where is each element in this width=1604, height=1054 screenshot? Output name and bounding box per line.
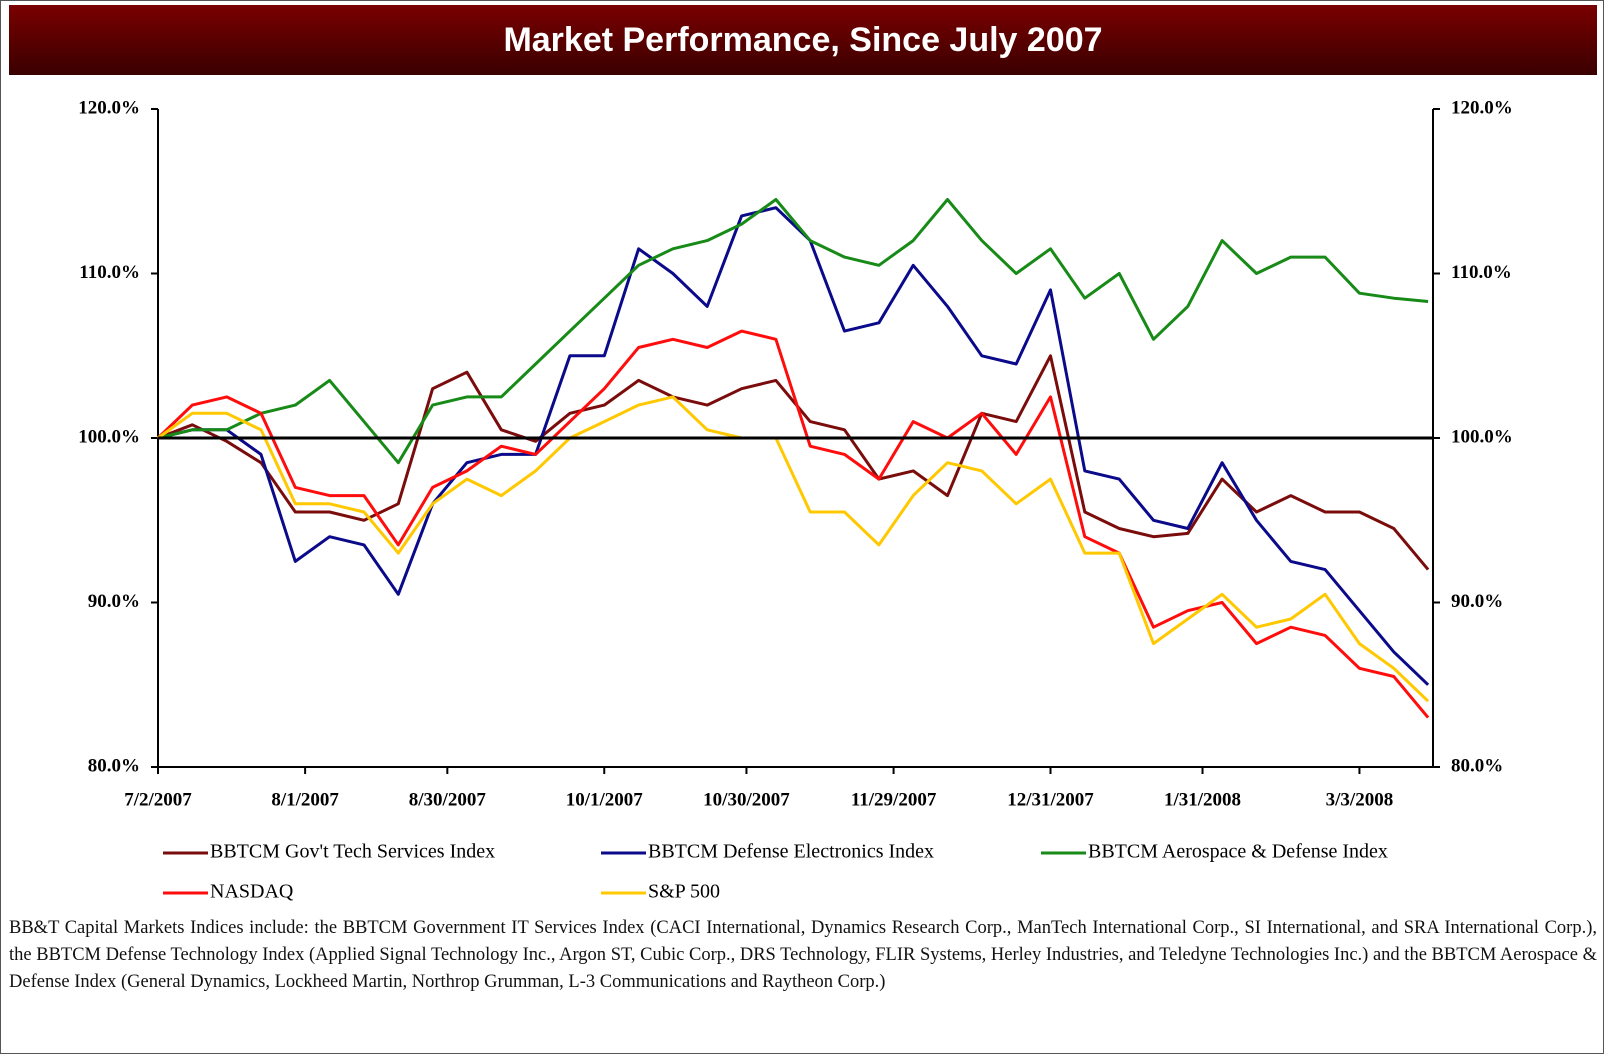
x-tick-label: 7/2/2007 [124, 789, 192, 810]
x-tick-label: 12/31/2007 [1007, 789, 1094, 810]
legend-label: BBTCM Aerospace & Defense Index [1088, 841, 1388, 863]
x-tick-label: 8/30/2007 [409, 789, 487, 810]
x-tick-label: 10/1/2007 [566, 789, 644, 810]
y-tick-label: 100.0% [78, 426, 140, 447]
y-tick-label: 120.0% [78, 97, 140, 118]
x-tick-label: 3/3/2008 [1326, 789, 1394, 810]
y2-tick-label: 80.0% [1451, 755, 1503, 776]
y2-tick-label: 100.0% [1451, 426, 1513, 447]
y-tick-label: 110.0% [79, 262, 140, 283]
x-tick-label: 1/31/2008 [1164, 789, 1241, 810]
y2-tick-label: 120.0% [1451, 97, 1513, 118]
legend-label: BBTCM Gov't Tech Services Index [210, 841, 495, 863]
chart-title: Market Performance, Since July 2007 [9, 5, 1597, 75]
y2-tick-label: 90.0% [1451, 591, 1503, 612]
series-line [157, 206, 1430, 686]
x-tick-label: 10/30/2007 [703, 789, 790, 810]
footnote: BB&T Capital Markets Indices include: th… [9, 918, 1597, 992]
series-line [157, 198, 1429, 465]
x-tick-label: 11/29/2007 [851, 789, 937, 810]
legend-label: NASDAQ [210, 881, 294, 903]
series-line [157, 395, 1430, 703]
y-tick-label: 80.0% [88, 755, 140, 776]
y-tick-label: 90.0% [88, 591, 140, 612]
x-tick-label: 8/1/2007 [271, 789, 339, 810]
y2-tick-label: 110.0% [1451, 262, 1512, 283]
legend-label: S&P 500 [648, 881, 720, 903]
legend-label: BBTCM Defense Electronics Index [648, 841, 934, 863]
series-line [156, 329, 1430, 719]
